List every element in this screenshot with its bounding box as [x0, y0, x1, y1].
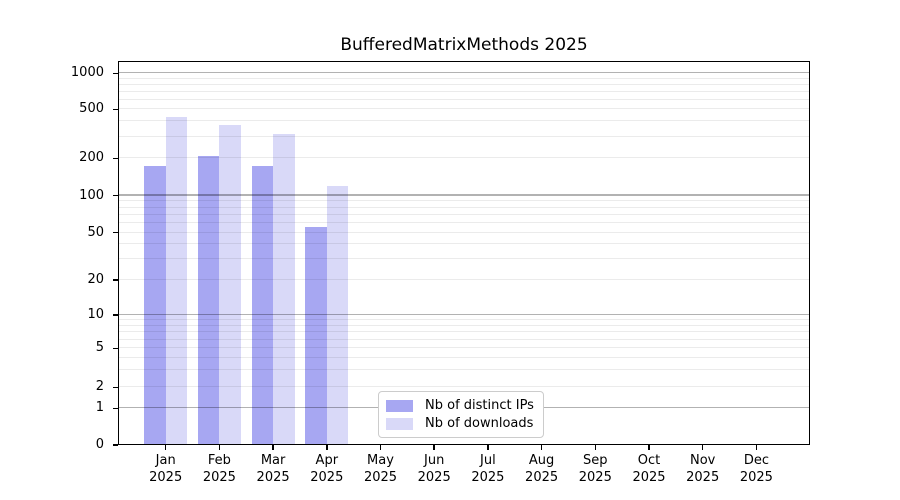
gridline-minor: [118, 324, 810, 326]
x-tick: [272, 445, 274, 450]
gridline-major: [118, 313, 810, 316]
gridline-minor: [118, 98, 810, 100]
x-tick-label: Jan 2025: [149, 453, 183, 485]
y-tick-label: 5: [95, 340, 104, 356]
x-tick: [433, 445, 435, 450]
legend-swatch-downloads: [386, 417, 413, 430]
bar-feb-distinct-ips: [197, 155, 220, 445]
legend-label-downloads: Nb of downloads: [425, 416, 534, 431]
x-tick-label: Apr 2025: [310, 453, 344, 485]
legend-item-distinct-ips: Nb of distinct IPs: [386, 399, 535, 412]
y-tick-label: 0: [95, 437, 104, 452]
gridline-minor: [118, 200, 810, 202]
gridline-major: [118, 194, 810, 196]
bar-apr-distinct-ips: [305, 226, 327, 445]
y-tick: [113, 279, 118, 281]
gridline-minor: [118, 356, 810, 358]
x-tick: [164, 445, 167, 450]
x-tick: [326, 445, 328, 450]
y-tick: [113, 231, 118, 234]
y-tick: [113, 108, 118, 111]
plot-area: [118, 61, 810, 445]
x-tick: [648, 445, 650, 450]
x-tick: [701, 445, 704, 450]
x-tick-label: Dec 2025: [739, 453, 773, 485]
gridline-minor: [118, 347, 810, 349]
bar-jan-downloads: [165, 116, 188, 445]
bar-mar-distinct-ips: [251, 166, 274, 445]
gridline-minor: [118, 338, 810, 340]
y-tick-label: 20: [87, 271, 104, 287]
y-tick-label: 2: [95, 379, 104, 395]
x-tick-label: Jul 2025: [471, 453, 505, 485]
x-tick: [218, 445, 221, 450]
chart-title: BufferedMatrixMethods 2025: [340, 35, 588, 55]
x-tick-label: Mar 2025: [256, 453, 290, 485]
gridline-minor: [118, 83, 810, 85]
x-tick: [379, 445, 382, 450]
x-tick: [594, 445, 597, 450]
x-tick: [540, 445, 543, 450]
y-tick-label: 50: [87, 224, 104, 240]
gridline-minor: [118, 243, 810, 245]
legend-swatch-distinct-ips: [386, 399, 413, 412]
gridline-minor: [118, 157, 810, 159]
x-tick-label: Oct 2025: [632, 453, 666, 485]
gridline-minor: [118, 135, 810, 137]
gridline-minor: [118, 258, 810, 260]
y-tick: [113, 157, 118, 160]
y-tick-label: 10: [87, 307, 104, 323]
gridline-minor: [118, 213, 810, 215]
gridline-minor: [118, 279, 810, 280]
x-tick-label: Aug 2025: [525, 453, 559, 485]
gridline-minor: [118, 319, 810, 321]
bar-feb-downloads: [219, 124, 241, 445]
y-tick: [113, 407, 118, 410]
gridline-minor: [118, 90, 810, 92]
gridline-minor: [118, 331, 810, 333]
x-tick-label: Feb 2025: [202, 453, 236, 485]
gridline-minor: [118, 231, 810, 233]
x-tick-label: May 2025: [363, 453, 398, 485]
y-tick: [113, 347, 118, 350]
x-tick-label: Nov 2025: [686, 453, 720, 485]
x-tick: [487, 445, 489, 450]
y-tick: [113, 444, 118, 446]
bar-jan-distinct-ips: [144, 166, 166, 445]
x-tick-label: Jun 2025: [417, 453, 451, 485]
y-tick-label: 500: [79, 101, 104, 117]
legend-item-downloads: Nb of downloads: [386, 417, 535, 430]
y-tick-label: 100: [79, 187, 104, 203]
gridline-minor: [118, 386, 810, 388]
gridline-minor: [118, 108, 810, 110]
gridline-major: [118, 72, 810, 74]
y-tick: [113, 194, 118, 197]
x-tick: [755, 445, 758, 450]
y-tick: [113, 386, 118, 389]
y-tick-label: 1000: [70, 65, 104, 81]
gridline-minor: [118, 369, 810, 371]
y-tick: [113, 72, 118, 75]
y-tick-label: 1: [95, 400, 104, 416]
y-tick: [113, 314, 118, 316]
gridline-minor: [118, 221, 810, 223]
legend: Nb of distinct IPs Nb of downloads: [378, 391, 544, 438]
gridline-minor: [118, 120, 810, 122]
bar-mar-downloads: [273, 134, 295, 445]
bar-apr-downloads: [326, 186, 349, 445]
gridline-minor: [118, 77, 810, 79]
y-tick-label: 200: [79, 150, 104, 166]
x-tick-label: Sep 2025: [578, 453, 612, 485]
gridline-minor: [118, 206, 810, 208]
legend-label-distinct-ips: Nb of distinct IPs: [425, 398, 534, 413]
